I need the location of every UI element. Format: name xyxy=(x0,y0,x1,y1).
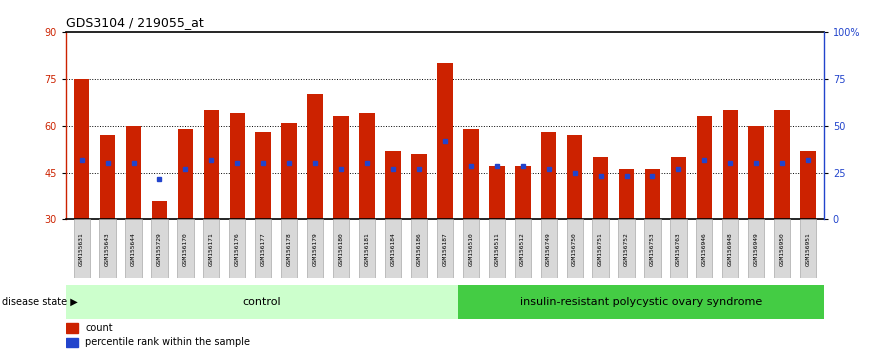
Bar xyxy=(748,219,765,278)
Bar xyxy=(411,154,426,219)
Text: GSM156178: GSM156178 xyxy=(286,232,292,266)
Bar xyxy=(697,116,712,219)
Bar xyxy=(281,122,297,219)
Text: GSM156751: GSM156751 xyxy=(598,232,603,266)
Text: GSM156946: GSM156946 xyxy=(702,232,707,266)
Bar xyxy=(100,135,115,219)
Bar xyxy=(307,95,323,219)
Bar xyxy=(177,219,194,278)
Text: GSM156170: GSM156170 xyxy=(183,232,188,266)
Bar xyxy=(74,79,90,219)
Bar xyxy=(774,110,790,219)
Bar xyxy=(100,219,115,278)
Text: GSM156948: GSM156948 xyxy=(728,232,733,266)
Text: GSM156511: GSM156511 xyxy=(494,232,500,266)
Bar xyxy=(800,219,817,278)
Bar xyxy=(515,166,530,219)
Bar xyxy=(489,166,505,219)
Text: GSM156951: GSM156951 xyxy=(805,232,811,266)
Text: percentile rank within the sample: percentile rank within the sample xyxy=(85,337,250,348)
Bar xyxy=(178,129,193,219)
Bar xyxy=(722,219,738,278)
Bar xyxy=(541,132,557,219)
Bar xyxy=(411,219,427,278)
Bar xyxy=(307,219,323,278)
Bar xyxy=(204,110,219,219)
Text: GSM156179: GSM156179 xyxy=(313,232,318,266)
Bar xyxy=(255,219,271,278)
Text: GSM156177: GSM156177 xyxy=(261,232,266,266)
Bar xyxy=(644,219,661,278)
Bar xyxy=(593,219,609,278)
Bar xyxy=(437,219,453,278)
Text: GSM156510: GSM156510 xyxy=(469,232,473,266)
Text: GSM155644: GSM155644 xyxy=(131,232,136,266)
Bar xyxy=(722,110,738,219)
Bar xyxy=(541,219,557,278)
Bar xyxy=(66,324,78,333)
Bar xyxy=(385,219,401,278)
Text: insulin-resistant polycystic ovary syndrome: insulin-resistant polycystic ovary syndr… xyxy=(520,297,762,307)
Bar xyxy=(333,116,349,219)
Text: GSM155631: GSM155631 xyxy=(79,232,85,266)
Text: GSM156750: GSM156750 xyxy=(572,232,577,266)
Text: GSM156176: GSM156176 xyxy=(235,232,240,266)
Bar xyxy=(800,151,816,219)
Text: GSM156186: GSM156186 xyxy=(417,232,421,266)
Text: control: control xyxy=(242,297,281,307)
Bar xyxy=(618,170,634,219)
Text: GSM156763: GSM156763 xyxy=(676,232,681,266)
Bar xyxy=(333,219,349,278)
Text: GSM156752: GSM156752 xyxy=(624,232,629,266)
Text: count: count xyxy=(85,323,113,333)
Text: GSM155643: GSM155643 xyxy=(105,232,110,266)
Bar xyxy=(255,132,271,219)
Text: GSM156180: GSM156180 xyxy=(338,232,344,266)
Bar xyxy=(670,157,686,219)
Bar xyxy=(670,219,686,278)
Text: GSM156749: GSM156749 xyxy=(546,232,552,266)
Bar xyxy=(774,219,790,278)
Bar xyxy=(66,338,78,348)
Bar xyxy=(66,285,458,319)
Bar xyxy=(281,219,297,278)
Text: GSM156512: GSM156512 xyxy=(521,232,525,266)
Bar xyxy=(515,219,531,278)
Bar xyxy=(618,219,634,278)
Bar xyxy=(230,113,245,219)
Bar xyxy=(359,219,375,278)
Bar xyxy=(749,126,764,219)
Text: GSM156949: GSM156949 xyxy=(754,232,759,266)
Text: GSM156187: GSM156187 xyxy=(442,232,448,266)
Bar xyxy=(463,219,479,278)
Bar xyxy=(593,157,609,219)
Text: GSM155729: GSM155729 xyxy=(157,232,162,266)
Bar xyxy=(152,201,167,219)
Bar xyxy=(229,219,246,278)
Bar xyxy=(566,219,582,278)
Bar xyxy=(489,219,505,278)
Bar xyxy=(696,219,713,278)
Bar xyxy=(125,219,142,278)
Text: GDS3104 / 219055_at: GDS3104 / 219055_at xyxy=(66,16,204,29)
Text: GSM156171: GSM156171 xyxy=(209,232,214,266)
Bar xyxy=(126,126,141,219)
Bar xyxy=(463,129,478,219)
Text: disease state ▶: disease state ▶ xyxy=(2,297,78,307)
Text: GSM156181: GSM156181 xyxy=(365,232,369,266)
Text: GSM156753: GSM156753 xyxy=(650,232,655,266)
Bar xyxy=(566,135,582,219)
Bar xyxy=(437,63,453,219)
Text: GSM156184: GSM156184 xyxy=(390,232,396,266)
Bar xyxy=(458,285,824,319)
Bar xyxy=(152,219,167,278)
Bar xyxy=(645,170,660,219)
Bar xyxy=(73,219,90,278)
Text: GSM156950: GSM156950 xyxy=(780,232,785,266)
Bar xyxy=(385,151,401,219)
Bar xyxy=(204,219,219,278)
Bar xyxy=(359,113,374,219)
